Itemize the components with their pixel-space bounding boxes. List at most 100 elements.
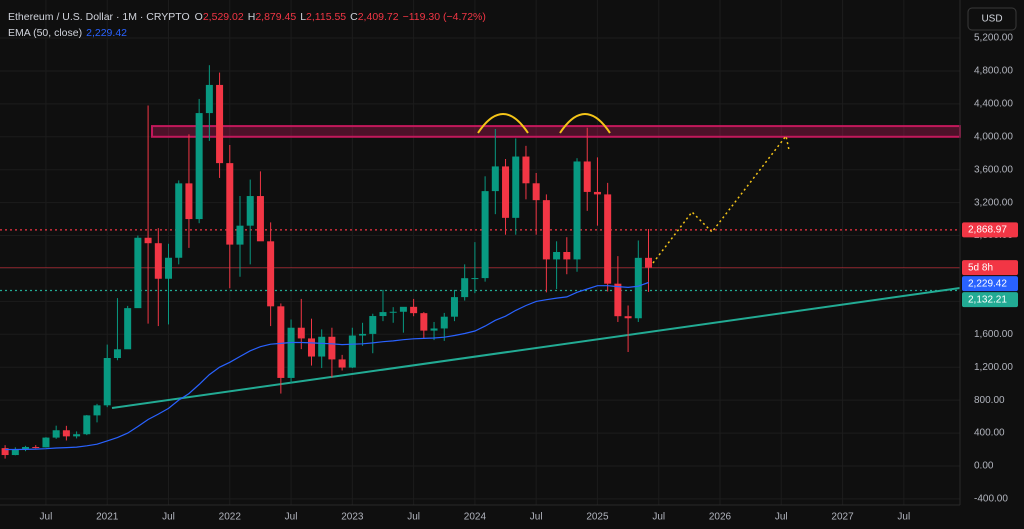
y-tick-label: 4,000.00 — [974, 131, 1013, 142]
ohlc-value: 2,879.45 — [255, 11, 296, 23]
y-tick-label: 3,200.00 — [974, 197, 1013, 208]
price-badge — [962, 222, 1018, 238]
candle-body — [471, 278, 479, 280]
candle-body — [481, 191, 489, 279]
candle-body — [185, 183, 193, 220]
candle-body — [93, 405, 101, 416]
candle-body — [22, 446, 30, 450]
y-tick-label: 5,200.00 — [974, 33, 1013, 44]
price-badge — [962, 276, 1018, 292]
candle-body — [83, 415, 91, 435]
x-tick-label: 2023 — [341, 512, 364, 523]
candle-body — [216, 84, 224, 164]
candle-body — [52, 430, 60, 438]
candle-body — [512, 156, 520, 218]
change: −119.30 (−4.72%) — [403, 11, 486, 23]
symbol: Ethereum / U.S. Dollar · 1M · CRYPTO — [8, 11, 190, 23]
candle-body — [624, 316, 632, 319]
candle-body — [359, 333, 367, 336]
y-tick-label: 1,200.00 — [974, 362, 1013, 373]
candle-body — [175, 183, 183, 258]
candle-body — [1, 448, 9, 456]
header: Ethereum / U.S. Dollar · 1M · CRYPTO O2,5… — [8, 11, 486, 23]
candle-body — [502, 166, 510, 218]
x-tick-label: 2026 — [709, 512, 732, 523]
ohlc-key: O — [195, 11, 203, 23]
x-tick-label: 2021 — [96, 512, 119, 523]
candle-body — [430, 328, 438, 331]
price-badge-label: 2,868.97 — [968, 225, 1007, 236]
x-tick-label: Jul — [897, 512, 910, 523]
y-tick-label: 800.00 — [974, 395, 1005, 406]
y-tick-label: 4,400.00 — [974, 99, 1013, 110]
candle-body — [491, 166, 499, 192]
x-tick-label: Jul — [162, 512, 175, 523]
plot — [1, 65, 653, 459]
candle-body — [134, 237, 142, 309]
candle-body — [73, 434, 81, 437]
x-tick-label: 2027 — [831, 512, 854, 523]
candle-body — [583, 161, 591, 192]
x-tick-label: Jul — [285, 512, 298, 523]
candle-body — [62, 430, 70, 437]
ema-value: 2,229.42 — [86, 27, 127, 39]
candle-body — [522, 156, 530, 184]
x-tick-label: 2024 — [464, 512, 487, 523]
price-badge-label: 2,229.42 — [968, 278, 1007, 289]
candle-body — [563, 252, 571, 260]
candle-body — [389, 311, 397, 313]
candle-body — [32, 446, 40, 448]
candle-body — [267, 241, 275, 307]
x-tick-label: Jul — [652, 512, 665, 523]
price-badge-label: 5d 8h — [968, 262, 993, 273]
candle-body — [165, 257, 173, 279]
candle-body — [124, 308, 132, 350]
candle-body — [532, 183, 540, 201]
candle-body — [328, 336, 336, 360]
candle-body — [420, 313, 428, 331]
double-top-arcs — [477, 113, 611, 134]
candle-body — [113, 349, 121, 359]
candle-body — [614, 283, 622, 317]
candle-body — [307, 338, 315, 357]
ohlc-value: 2,409.72 — [358, 11, 399, 23]
ema-name: EMA (50, close) — [8, 27, 82, 39]
candle-body — [369, 316, 377, 334]
candle-body — [256, 196, 264, 242]
candle-body — [553, 252, 561, 260]
candle-body — [379, 312, 387, 317]
x-tick-label: Jul — [530, 512, 543, 523]
candle-body — [573, 161, 581, 260]
resistance-zone — [151, 125, 961, 138]
x-tick-label: Jul — [40, 512, 53, 523]
candle-body — [593, 191, 601, 195]
price-badge — [962, 292, 1018, 308]
candle-body — [440, 316, 448, 329]
candle-body — [297, 327, 305, 339]
ohlc-key: C — [350, 11, 358, 23]
candle-body — [236, 225, 244, 245]
candle-body — [410, 306, 418, 314]
x-tick-label: Jul — [775, 512, 788, 523]
candle-body — [205, 84, 213, 114]
candle-body — [42, 437, 50, 448]
y-tick-label: -400.00 — [974, 494, 1008, 505]
candle-body — [226, 163, 234, 245]
ohlc-value: 2,115.55 — [306, 11, 346, 23]
candle-body — [634, 257, 642, 319]
candle-body — [604, 194, 612, 284]
ohlc-key: L — [300, 11, 306, 23]
candle-body — [277, 306, 285, 378]
x-tick-label: 2025 — [586, 512, 609, 523]
ohlc-value: 2,529.02 — [203, 11, 244, 23]
currency[interactable]: USD — [981, 14, 1002, 25]
y-tick-label: 4,800.00 — [974, 66, 1013, 77]
currency-button[interactable] — [967, 7, 1017, 31]
candle-body — [318, 336, 326, 357]
candle-body — [461, 278, 469, 298]
price-badge — [962, 260, 1018, 276]
y-tick-label: 1,600.00 — [974, 329, 1013, 340]
candle-body — [645, 257, 653, 268]
y-tick-label: 3,600.00 — [974, 164, 1013, 175]
